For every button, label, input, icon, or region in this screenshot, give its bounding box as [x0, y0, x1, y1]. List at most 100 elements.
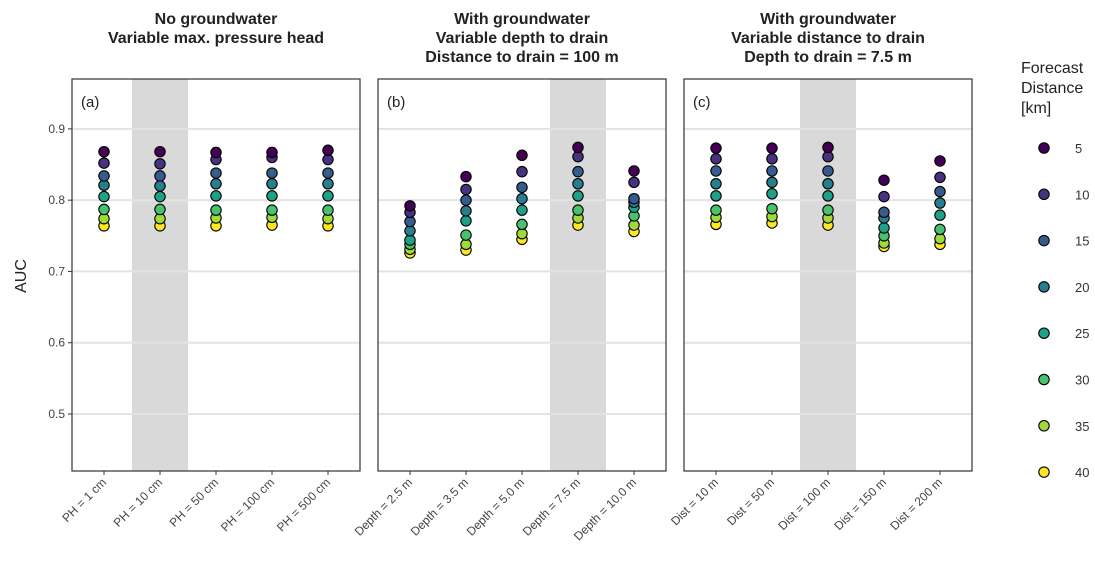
legend-label-20: 20 [1075, 280, 1089, 295]
point-10km [154, 158, 166, 170]
point-25km [766, 187, 778, 200]
legend-label-40: 40 [1075, 465, 1089, 480]
panel-b-title-line-3: Distance to drain = 100 m [425, 49, 618, 66]
panel-border [377, 78, 667, 472]
point-30km [766, 202, 778, 215]
point-5km [710, 142, 722, 154]
point-5km [766, 142, 778, 154]
point-25km [934, 209, 946, 221]
x-tick-label: Dist = 200 m [887, 475, 945, 533]
legend-label-5: 5 [1075, 141, 1082, 156]
point-5km [516, 149, 528, 162]
point-25km [322, 190, 334, 202]
point-10km [516, 165, 528, 178]
x-tick-label: Dist = 10 m [668, 475, 721, 528]
x-tick-label: Dist = 50 m [724, 475, 777, 528]
legend-swatch-10 [1038, 188, 1050, 201]
point-30km [822, 204, 834, 216]
point-20km [710, 178, 722, 190]
point-5km [98, 145, 110, 158]
point-20km [154, 180, 166, 192]
point-5km [154, 145, 166, 158]
x-tick-label: PH = 500 cm [274, 475, 333, 534]
x-tick-label: Depth = 5.0 m [464, 475, 527, 538]
panel-c-title-line-2: Variable distance to drain [731, 30, 925, 47]
x-tick-label: Dist = 100 m [775, 475, 833, 533]
point-15km [98, 170, 110, 182]
point-20km [266, 178, 278, 190]
panel-label: (b) [387, 94, 405, 111]
point-25km [98, 190, 110, 203]
point-25km [266, 190, 278, 202]
point-25km [572, 190, 584, 202]
point-15km [460, 194, 472, 206]
panel-label: (a) [81, 94, 99, 111]
point-20km [822, 178, 834, 190]
point-20km [766, 176, 778, 189]
point-25km [878, 222, 890, 234]
point-20km [934, 197, 946, 209]
panel-b-title-line-1: With groundwater [454, 11, 590, 28]
point-30km [154, 203, 166, 216]
point-5km [404, 200, 416, 212]
legend-title-line-2: Distance [1021, 80, 1083, 97]
point-25km [460, 215, 472, 227]
legend-label-10: 10 [1075, 187, 1089, 202]
point-5km [460, 170, 472, 183]
point-30km [934, 223, 946, 236]
highlight-band [800, 79, 856, 471]
x-tick-label: Depth = 7.5 m [520, 475, 583, 538]
y-tick-label: 0.8 [48, 193, 65, 207]
point-15km [516, 181, 528, 194]
point-5km [322, 144, 334, 157]
legend: Forecast Distance [km] 5 10 15 20 25 30 35 40 [1021, 60, 1089, 480]
point-20km [322, 178, 334, 190]
point-10km [628, 176, 640, 189]
point-25km [154, 190, 166, 203]
point-25km [822, 190, 834, 202]
highlight-band [132, 79, 188, 471]
point-15km [878, 206, 890, 219]
x-tick-label: PH = 100 cm [218, 475, 277, 534]
point-15km [210, 167, 222, 179]
point-20km [210, 178, 222, 190]
legend-swatch-25 [1038, 327, 1050, 339]
point-5km [822, 141, 834, 154]
point-5km [934, 155, 946, 167]
panel-b-title-line-2: Variable depth to drain [436, 30, 608, 47]
point-15km [822, 165, 834, 177]
legend-swatch-40 [1038, 466, 1050, 478]
panel-label: (c) [693, 94, 711, 111]
point-20km [516, 192, 528, 205]
point-25km [210, 190, 222, 202]
legend-swatch-35 [1038, 420, 1050, 432]
point-10km [766, 153, 778, 165]
point-30km [516, 218, 528, 231]
point-5km [572, 141, 584, 154]
panel-border [71, 78, 361, 472]
point-20km [460, 205, 472, 217]
panel-a-title-line-1: No groundwater [155, 11, 278, 28]
point-25km [516, 204, 528, 216]
legend-swatch-20 [1038, 281, 1050, 293]
panel-b: With groundwater Variable depth to drain D… [352, 11, 667, 543]
point-30km [98, 203, 110, 216]
point-10km [710, 153, 722, 165]
y-axis-label: AUC [13, 259, 30, 293]
legend-title-line-3: [km] [1021, 100, 1051, 117]
x-tick-label: PH = 1 cm [59, 475, 109, 525]
point-25km [710, 190, 722, 202]
point-15km [766, 165, 778, 177]
legend-label-35: 35 [1075, 419, 1089, 434]
point-30km [572, 204, 584, 216]
point-5km [266, 146, 278, 159]
panel-c-title-line-3: Depth to drain = 7.5 m [744, 49, 912, 66]
y-tick-label: 0.5 [48, 407, 65, 421]
point-20km [572, 178, 584, 190]
x-tick-label: Depth = 2.5 m [352, 475, 415, 538]
point-5km [628, 165, 640, 177]
point-10km [460, 183, 472, 196]
panel-a-title-line-2: Variable max. pressure head [108, 30, 324, 47]
point-15km [322, 167, 334, 179]
